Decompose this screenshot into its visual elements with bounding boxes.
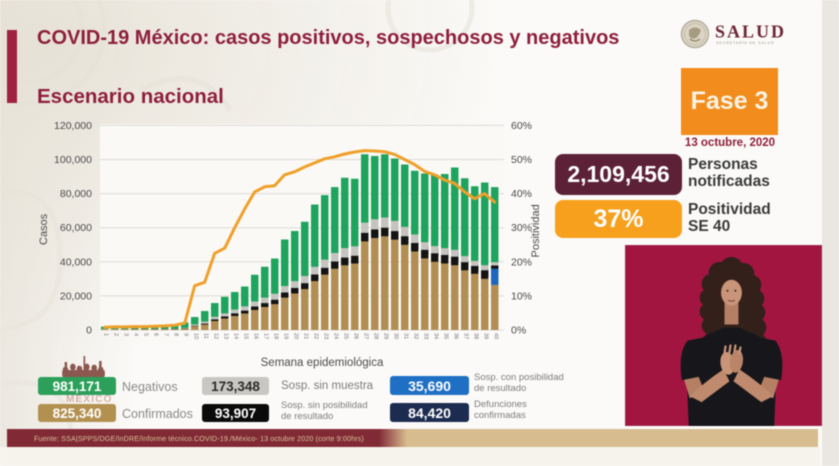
svg-text:36: 36 bbox=[453, 333, 459, 339]
svg-text:31: 31 bbox=[403, 333, 409, 339]
svg-text:20: 20 bbox=[293, 333, 299, 339]
svg-text:30%: 30% bbox=[511, 222, 532, 234]
svg-text:15: 15 bbox=[243, 333, 249, 339]
svg-text:120,000: 120,000 bbox=[54, 120, 92, 132]
svg-text:0%: 0% bbox=[511, 325, 526, 337]
svg-text:34: 34 bbox=[433, 333, 439, 339]
svg-text:40: 40 bbox=[493, 333, 499, 339]
svg-text:60,000: 60,000 bbox=[60, 222, 92, 234]
svg-text:SECRETARÍA DE SALUD: SECRETARÍA DE SALUD bbox=[716, 41, 775, 45]
svg-text:60%: 60% bbox=[511, 120, 532, 132]
svg-text:16: 16 bbox=[253, 333, 259, 339]
svg-text:MÉXICO: MÉXICO bbox=[66, 392, 113, 405]
svg-text:80,000: 80,000 bbox=[60, 188, 92, 200]
svg-text:30: 30 bbox=[393, 333, 399, 339]
svg-text:100,000: 100,000 bbox=[54, 154, 92, 166]
svg-text:40%: 40% bbox=[511, 188, 532, 200]
svg-text:28: 28 bbox=[373, 333, 379, 339]
svg-text:38: 38 bbox=[473, 333, 479, 339]
svg-text:24: 24 bbox=[333, 333, 339, 339]
svg-text:12: 12 bbox=[213, 333, 219, 339]
svg-text:20,000: 20,000 bbox=[60, 290, 92, 302]
svg-text:9: 9 bbox=[183, 333, 189, 336]
svg-text:27: 27 bbox=[363, 333, 369, 339]
svg-text:19: 19 bbox=[283, 333, 289, 339]
svg-text:4: 4 bbox=[133, 333, 139, 336]
svg-text:1: 1 bbox=[103, 333, 109, 336]
svg-text:20%: 20% bbox=[511, 256, 532, 268]
svg-text:8: 8 bbox=[173, 333, 179, 336]
svg-text:23: 23 bbox=[323, 333, 329, 339]
svg-text:3: 3 bbox=[123, 333, 129, 336]
svg-text:50%: 50% bbox=[511, 154, 532, 166]
svg-text:7: 7 bbox=[163, 333, 169, 336]
svg-text:21: 21 bbox=[303, 333, 309, 339]
svg-text:40,000: 40,000 bbox=[60, 256, 92, 268]
svg-text:25: 25 bbox=[343, 333, 349, 339]
svg-text:26: 26 bbox=[353, 333, 359, 339]
svg-text:6: 6 bbox=[153, 333, 159, 336]
svg-text:10: 10 bbox=[193, 333, 199, 339]
svg-text:Semana epidemiológica: Semana epidemiológica bbox=[261, 357, 384, 369]
svg-text:29: 29 bbox=[383, 333, 389, 339]
svg-text:37: 37 bbox=[463, 333, 469, 339]
svg-text:33: 33 bbox=[423, 333, 429, 339]
svg-text:11: 11 bbox=[203, 333, 209, 339]
svg-text:2: 2 bbox=[113, 333, 119, 336]
svg-text:5: 5 bbox=[143, 333, 149, 336]
svg-text:17: 17 bbox=[263, 333, 269, 339]
svg-text:22: 22 bbox=[313, 333, 319, 339]
svg-text:14: 14 bbox=[233, 333, 239, 339]
svg-text:Positividad: Positividad bbox=[530, 204, 542, 257]
svg-text:32: 32 bbox=[413, 333, 419, 339]
svg-text:13: 13 bbox=[223, 333, 229, 339]
svg-text:39: 39 bbox=[483, 333, 489, 339]
svg-text:18: 18 bbox=[273, 333, 279, 339]
svg-text:SALUD: SALUD bbox=[715, 22, 786, 42]
svg-text:Casos: Casos bbox=[38, 213, 50, 245]
svg-text:35: 35 bbox=[443, 333, 449, 339]
svg-text:0: 0 bbox=[86, 325, 92, 337]
svg-text:10%: 10% bbox=[511, 290, 532, 302]
